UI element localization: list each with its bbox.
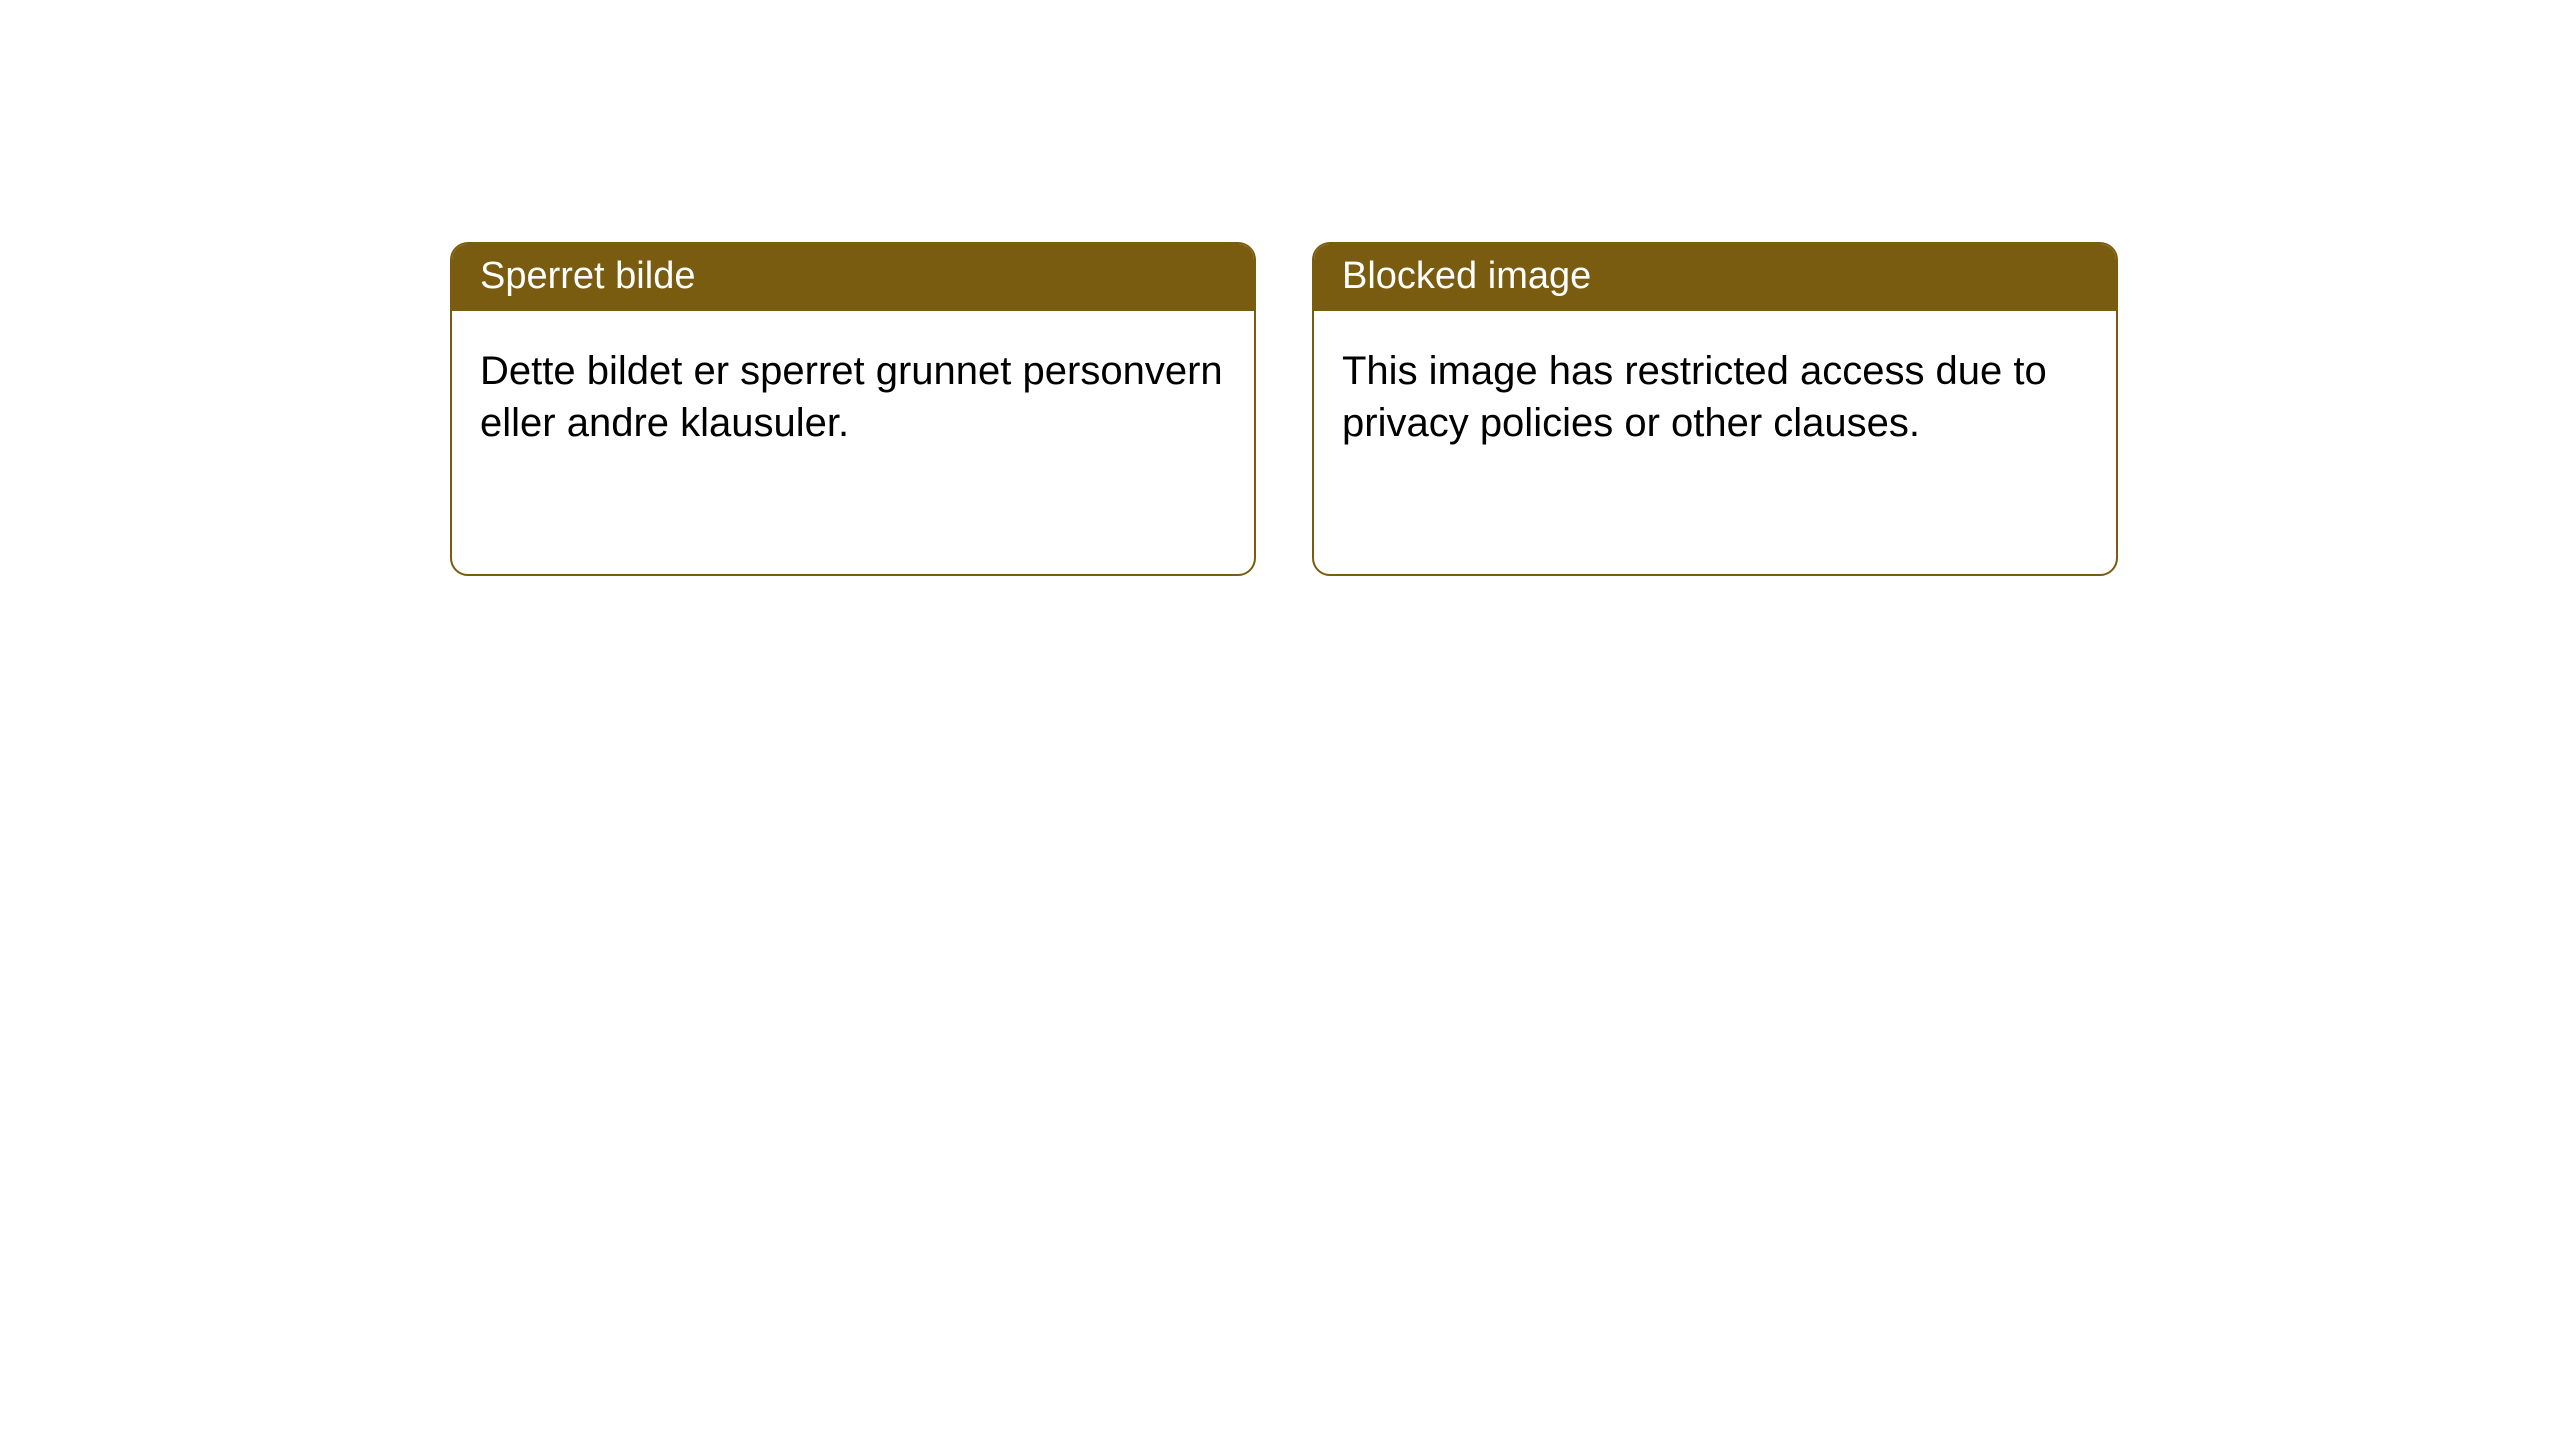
notice-container: Sperret bilde Dette bildet er sperret gr… bbox=[0, 0, 2560, 576]
notice-body: Dette bildet er sperret grunnet personve… bbox=[452, 311, 1254, 483]
notice-body: This image has restricted access due to … bbox=[1314, 311, 2116, 483]
notice-header: Sperret bilde bbox=[452, 244, 1254, 311]
notice-header: Blocked image bbox=[1314, 244, 2116, 311]
notice-card-english: Blocked image This image has restricted … bbox=[1312, 242, 2118, 576]
notice-card-norwegian: Sperret bilde Dette bildet er sperret gr… bbox=[450, 242, 1256, 576]
